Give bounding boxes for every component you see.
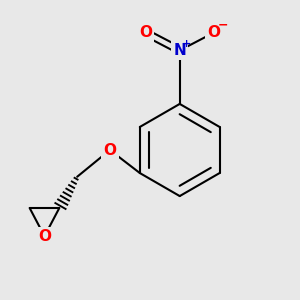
Text: O: O <box>207 25 220 40</box>
Text: O: O <box>139 25 152 40</box>
Text: −: − <box>218 19 228 32</box>
Text: +: + <box>182 39 191 49</box>
Text: N: N <box>173 43 186 58</box>
Text: O: O <box>38 229 51 244</box>
Text: O: O <box>103 142 116 158</box>
